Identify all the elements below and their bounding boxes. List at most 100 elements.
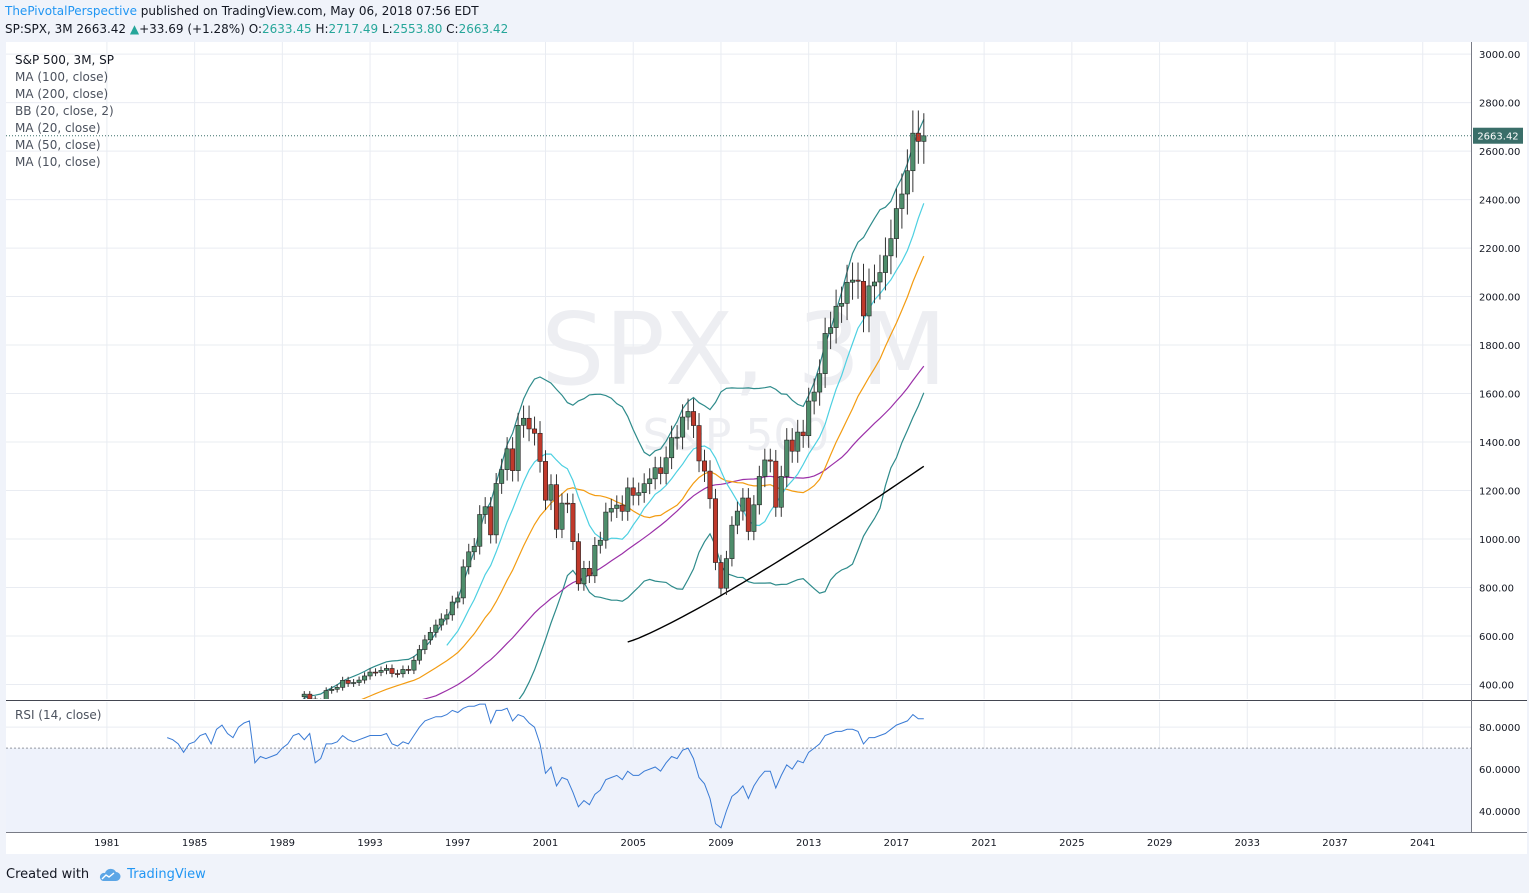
candle-up xyxy=(866,285,872,317)
low-label: L: xyxy=(381,22,393,36)
candle-up xyxy=(833,305,839,328)
candle-down xyxy=(532,428,538,434)
candle-up xyxy=(811,391,817,402)
rsi-tick-label: 80.0000 xyxy=(1479,723,1520,734)
candle-down xyxy=(307,693,313,699)
candle-up xyxy=(756,476,762,506)
publish-info: ThePivotalPerspective published on Tradi… xyxy=(5,3,479,20)
candle-up xyxy=(427,632,433,641)
candle-up xyxy=(329,689,335,691)
candle-up xyxy=(647,478,653,485)
candle-up xyxy=(444,614,450,620)
candle-up xyxy=(493,483,499,536)
candle-up xyxy=(608,508,614,513)
candle-up xyxy=(871,281,877,287)
bb-lower-line xyxy=(518,392,925,699)
candle-up xyxy=(592,544,598,577)
cloud-icon xyxy=(100,868,121,881)
candle-up xyxy=(734,510,740,526)
candle-down xyxy=(745,497,751,532)
candle-up xyxy=(548,484,554,501)
candle-up xyxy=(817,373,823,393)
candle-down xyxy=(861,280,867,317)
candle-down xyxy=(855,279,861,282)
candle-down xyxy=(702,460,707,472)
candle-up xyxy=(471,545,477,553)
candle-up xyxy=(888,238,894,257)
rsi-tick-label: 40.0000 xyxy=(1479,807,1520,818)
candle-up xyxy=(301,693,307,698)
legend-ma20[interactable]: MA (20, close) xyxy=(15,121,101,135)
time-tick-label: 2029 xyxy=(1147,838,1172,849)
candle-up xyxy=(581,568,587,585)
candle-up xyxy=(400,669,406,675)
candle-up xyxy=(636,492,642,496)
price-tick-label: 1600.00 xyxy=(1479,390,1520,401)
candle-up xyxy=(625,487,631,512)
low-value: 2553.80 xyxy=(392,22,443,36)
candle-up xyxy=(411,659,417,671)
candle-down xyxy=(789,439,795,452)
price-tick-label: 2000.00 xyxy=(1479,293,1520,304)
time-tick-label: 1989 xyxy=(270,838,295,849)
last-price: 2663.42 xyxy=(76,22,127,36)
candle-up xyxy=(515,424,521,471)
time-tick-label: 2017 xyxy=(884,838,909,849)
candle-up xyxy=(882,255,888,273)
bb-upper-line xyxy=(302,119,925,699)
price-chart[interactable]: SPX, 3MS&P 5002663.42400.00600.00800.001… xyxy=(6,42,1527,854)
quote-line: SP:SPX, 3M 2663.42 ▲+33.69 (+1.28%) O:26… xyxy=(5,21,508,38)
price-tick-label: 800.00 xyxy=(1479,583,1514,594)
candle-up xyxy=(433,624,439,633)
candle-down xyxy=(405,669,411,671)
time-tick-label: 2025 xyxy=(1059,838,1084,849)
candle-up xyxy=(839,303,845,307)
legend-bb[interactable]: BB (20, close, 2) xyxy=(15,104,114,118)
legend-main[interactable]: S&P 500, 3M, SP xyxy=(15,53,115,67)
candle-up xyxy=(482,506,488,515)
candle-down xyxy=(553,484,559,530)
candle-up xyxy=(674,436,680,439)
legend-ma100[interactable]: MA (100, close) xyxy=(15,70,109,84)
candle-up xyxy=(559,502,565,530)
time-tick-label: 2009 xyxy=(708,838,733,849)
candle-down xyxy=(488,506,494,536)
candle-down xyxy=(570,503,576,542)
candle-up xyxy=(778,476,784,508)
close-label: C: xyxy=(446,22,459,36)
candle-up xyxy=(378,670,384,673)
price-tick-label: 2400.00 xyxy=(1479,196,1520,207)
candle-up xyxy=(597,539,603,546)
candle-down xyxy=(767,459,773,462)
close-value: 2663.42 xyxy=(458,22,509,36)
candle-up xyxy=(367,671,373,677)
candle-up xyxy=(877,272,883,283)
author-link[interactable]: ThePivotalPerspective xyxy=(5,4,137,18)
candle-up xyxy=(422,639,428,650)
candle-up xyxy=(784,439,790,477)
tradingview-link[interactable]: TradingView xyxy=(97,866,206,884)
candle-down xyxy=(619,504,625,512)
candle-up xyxy=(762,459,768,477)
candle-up xyxy=(384,668,389,671)
candle-down xyxy=(658,467,664,474)
time-tick-label: 2005 xyxy=(621,838,646,849)
candle-down xyxy=(712,498,718,563)
chart-area[interactable]: SPX, 3M S&P 500 2663.42 400.00 600.00 800.00 1… xyxy=(6,42,1527,854)
legend-ma200[interactable]: MA (200, close) xyxy=(15,87,109,101)
ma50-line xyxy=(422,365,925,699)
candle-down xyxy=(691,411,697,426)
rsi-legend[interactable]: RSI (14, close) xyxy=(15,708,102,722)
candle-up xyxy=(460,566,466,599)
time-tick-label: 2001 xyxy=(533,838,558,849)
candle-down xyxy=(800,431,806,437)
rsi-band xyxy=(6,748,1471,832)
candle-up xyxy=(356,679,362,683)
legend-ma10[interactable]: MA (10, close) xyxy=(15,155,101,169)
time-tick-label: 1985 xyxy=(182,838,207,849)
legend-ma50[interactable]: MA (50, close) xyxy=(15,138,101,152)
ma10-line xyxy=(446,203,925,646)
candle-up xyxy=(455,597,461,603)
tradingview-brand: TradingView xyxy=(127,867,206,882)
candle-down xyxy=(707,470,713,500)
